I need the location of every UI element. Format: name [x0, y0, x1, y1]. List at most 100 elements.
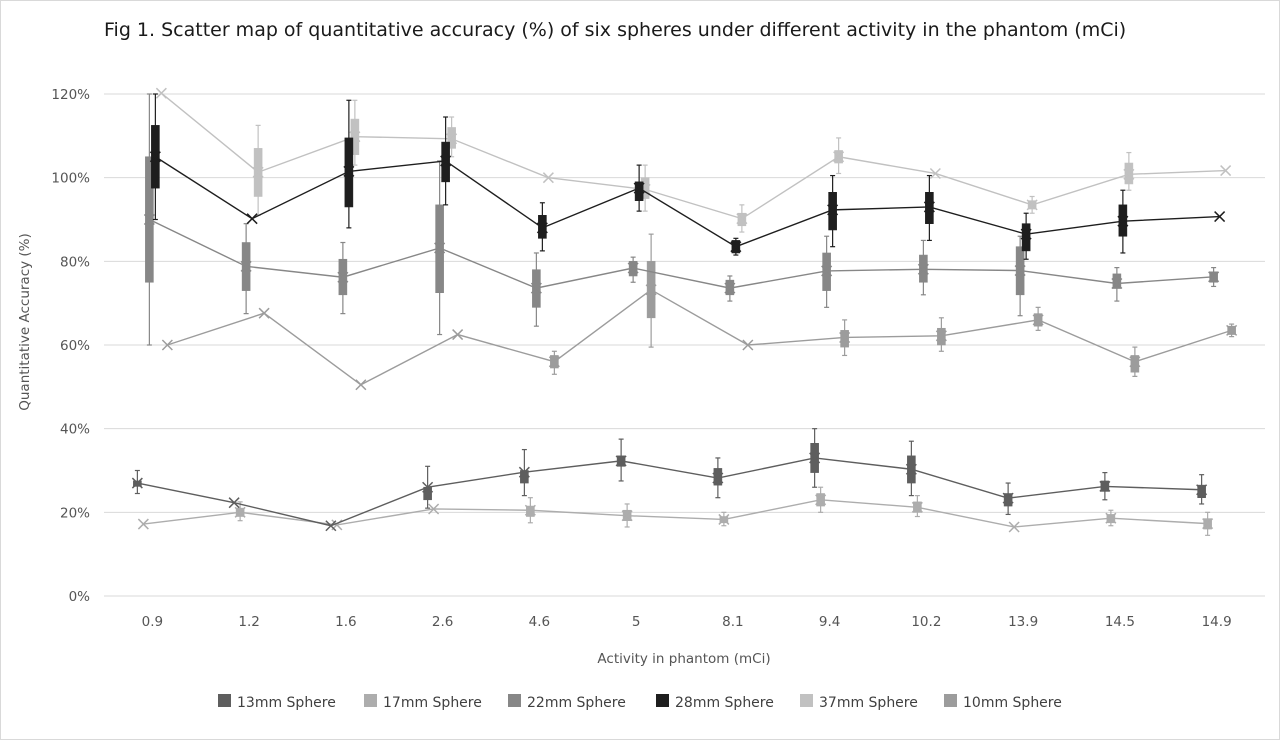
data-point: [325, 520, 337, 532]
data-point: [1214, 211, 1226, 223]
data-point: [228, 497, 240, 509]
data-point: [149, 151, 161, 163]
data-point: [1226, 324, 1238, 336]
data-point: [935, 330, 947, 342]
x-tick-label: 0.9: [142, 614, 163, 630]
data-point: [827, 204, 839, 216]
data-point: [1002, 492, 1014, 504]
y-axis-label: Quantitative Accuracy (%): [17, 233, 33, 411]
data-point: [1129, 356, 1141, 368]
x-tick-label: 2.6: [432, 614, 453, 630]
legend-label: 28mm Sphere: [675, 695, 774, 711]
legend: 13mm Sphere 17mm Sphere 22mm Sphere 28mm Sp…: [218, 694, 1062, 711]
data-point: [143, 213, 155, 226]
data-point: [1099, 480, 1111, 492]
data-point: [712, 472, 724, 484]
data-point: [1117, 215, 1129, 227]
box-mark: [1112, 273, 1122, 289]
legend-label: 37mm Sphere: [819, 695, 918, 711]
data-point: [621, 510, 633, 522]
data-point: [1123, 168, 1135, 180]
x-tick-label: 1.2: [238, 614, 259, 630]
series-line: [154, 156, 1220, 248]
box-mark: [840, 330, 849, 348]
series-layer: [131, 87, 1238, 536]
series-line: [160, 92, 1226, 220]
data-point: [929, 167, 941, 180]
y-tick-label: 20%: [60, 505, 90, 521]
data-point: [452, 329, 464, 341]
data-point: [839, 331, 851, 344]
legend-item: 17mm Sphere: [364, 694, 482, 711]
data-point: [923, 201, 935, 213]
legend-item: 37mm Sphere: [800, 694, 918, 711]
series-37mm-sphere: [155, 87, 1232, 233]
data-point: [234, 506, 246, 518]
x-axis-label: Activity in phantom (mCi): [597, 651, 770, 667]
y-tick-label: 40%: [60, 422, 90, 438]
legend-swatch: [656, 694, 669, 707]
data-point: [1208, 271, 1220, 283]
data-point: [718, 513, 730, 525]
data-point: [815, 494, 827, 506]
data-point: [548, 356, 560, 368]
data-point: [542, 172, 554, 184]
data-point: [736, 213, 748, 225]
data-point: [524, 504, 536, 516]
x-tick-label: 13.9: [1008, 614, 1038, 630]
data-point: [240, 260, 252, 272]
x-tick-label: 14.9: [1202, 614, 1232, 630]
data-point: [131, 477, 143, 489]
legend-item: 28mm Sphere: [656, 694, 774, 711]
x-tick-label: 5: [632, 614, 641, 630]
data-point: [536, 222, 548, 234]
gridlines: [104, 93, 1265, 597]
y-tick-label: 100%: [51, 171, 90, 187]
y-tick-label: 80%: [60, 254, 90, 270]
data-point: [1008, 521, 1020, 533]
data-point: [730, 241, 742, 253]
data-point: [258, 307, 270, 319]
x-tick-label: 4.6: [529, 614, 550, 630]
data-point: [821, 265, 833, 277]
data-point: [615, 455, 627, 467]
data-point: [440, 155, 452, 167]
series-10mm-sphere: [161, 233, 1238, 391]
box-mark: [1130, 355, 1140, 373]
data-point: [1014, 265, 1026, 277]
x-tick-label: 10.2: [911, 614, 941, 630]
data-point: [1220, 165, 1232, 177]
series-17mm-sphere: [137, 486, 1214, 536]
data-point: [355, 379, 367, 391]
legend-swatch: [508, 694, 521, 707]
legend-label: 22mm Sphere: [527, 695, 626, 711]
data-point: [1202, 518, 1214, 530]
data-point: [1020, 228, 1032, 240]
data-point: [518, 466, 530, 478]
data-point: [530, 282, 542, 294]
legend-item: 22mm Sphere: [508, 694, 626, 711]
chart-title: Fig 1. Scatter map of quantitative accur…: [104, 19, 1126, 41]
data-point: [155, 87, 167, 99]
data-point: [1026, 199, 1038, 211]
legend-swatch: [364, 694, 377, 707]
x-tick-label: 8.1: [722, 614, 743, 630]
data-point: [724, 282, 736, 294]
data-point: [627, 262, 639, 274]
legend-swatch: [800, 694, 813, 707]
data-point: [428, 503, 440, 515]
y-tick-label: 60%: [60, 338, 90, 354]
data-point: [645, 284, 657, 296]
y-tick-label: 120%: [51, 87, 90, 103]
data-point: [911, 501, 923, 513]
x-tick-label: 1.6: [335, 614, 356, 630]
series-22mm-sphere: [143, 93, 1220, 346]
data-point: [1196, 484, 1208, 496]
box-mark: [1197, 484, 1206, 498]
data-point: [161, 339, 173, 351]
data-point: [917, 263, 929, 275]
legend-label: 13mm Sphere: [237, 695, 336, 711]
data-point: [1111, 277, 1123, 290]
